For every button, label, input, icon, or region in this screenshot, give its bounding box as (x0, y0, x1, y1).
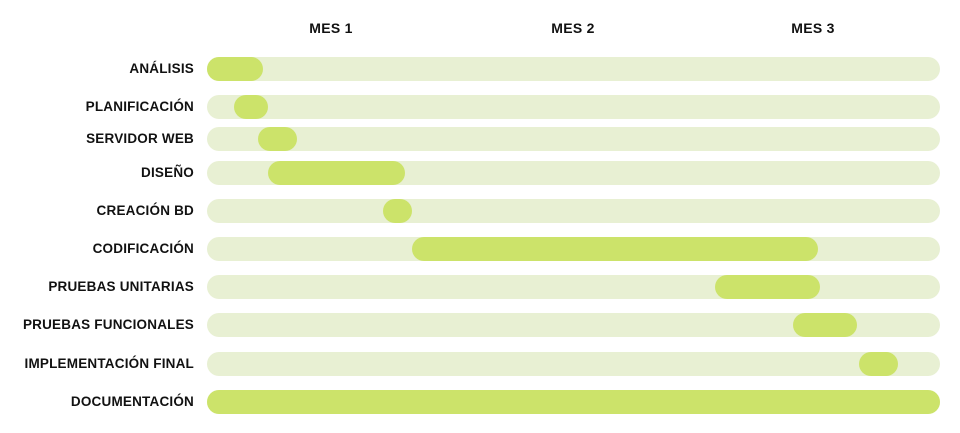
task-label: DISEÑO (141, 165, 194, 180)
task-label: IMPLEMENTACIÓN FINAL (24, 356, 194, 371)
task-bar (233, 95, 269, 119)
task-track (207, 199, 940, 223)
task-bar (207, 57, 264, 81)
task-label: ANÁLISIS (129, 61, 194, 76)
task-label: DOCUMENTACIÓN (70, 394, 194, 409)
task-track (207, 127, 940, 151)
task-track (207, 57, 940, 81)
task-bar (715, 275, 821, 299)
task-label: PRUEBAS UNITARIAS (48, 279, 194, 294)
month-label: MES 1 (309, 20, 353, 36)
task-bar (382, 199, 413, 223)
task-label: CREACIÓN BD (96, 203, 194, 218)
task-bar (268, 161, 405, 185)
task-track (207, 275, 940, 299)
month-label: MES 3 (791, 20, 835, 36)
task-bar (207, 390, 940, 414)
task-bar (258, 127, 298, 151)
task-track (207, 95, 940, 119)
task-label: CODIFICACIÓN (92, 241, 194, 256)
task-label: SERVIDOR WEB (86, 131, 194, 146)
month-label: MES 2 (551, 20, 595, 36)
task-label: PLANIFICACIÓN (85, 99, 194, 114)
task-bar (412, 237, 818, 261)
task-label: PRUEBAS FUNCIONALES (22, 317, 194, 332)
task-track (207, 352, 940, 376)
task-bar (859, 352, 899, 376)
task-bar (793, 313, 857, 337)
